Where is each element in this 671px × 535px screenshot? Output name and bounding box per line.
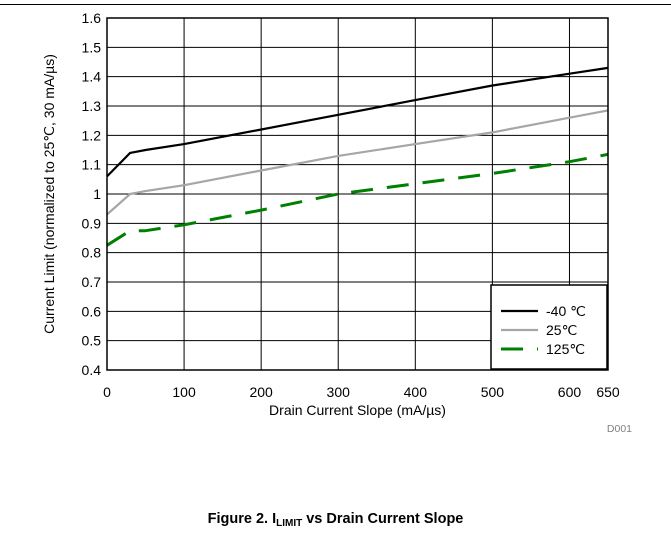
legend-label-1: 25℃ xyxy=(546,322,577,338)
y-tick-label-5: 0.9 xyxy=(82,215,102,231)
y-axis-title: Current Limit (normalized to 25℃, 30 mA/… xyxy=(41,54,57,334)
y-tick-label-3: 0.7 xyxy=(82,274,102,290)
x-tick-label-1: 100 xyxy=(172,384,196,400)
legend: -40 ℃ 25℃ 125℃ xyxy=(490,284,608,370)
y-tick-label-0: 0.4 xyxy=(82,362,102,378)
x-tick-label-6: 600 xyxy=(558,384,582,400)
caption-prefix: Figure 2. I xyxy=(207,511,277,527)
series-line-1 xyxy=(106,109,609,216)
current-limit-chart: 0 100 200 300 400 500 600 650 0.4 0.5 0.6 0.7 0.8 0.9… xyxy=(41,10,632,435)
legend-box xyxy=(490,284,608,370)
x-tick-label-7: 650 xyxy=(596,384,620,400)
x-tick-label-4: 400 xyxy=(404,384,428,400)
y-tick-label-6: 1 xyxy=(93,186,101,202)
figure-caption: Figure 2. ILIMIT vs Drain Current Slope xyxy=(0,511,671,529)
y-tick-label-7: 1.1 xyxy=(82,157,102,173)
series-line-2 xyxy=(106,152,609,247)
x-tick-label-2: 200 xyxy=(249,384,273,400)
caption-subscript: LIMIT xyxy=(276,518,303,529)
y-tick-label-10: 1.4 xyxy=(82,69,102,85)
y-tick-label-2: 0.6 xyxy=(82,303,102,319)
y-tick-label-9: 1.3 xyxy=(82,98,102,114)
y-tick-label-1: 0.5 xyxy=(82,333,102,349)
plot-frame xyxy=(106,17,609,371)
legend-label-0: -40 ℃ xyxy=(546,303,586,319)
figure-code-label: D001 xyxy=(607,423,632,435)
x-axis-title: Drain Current Slope (mA/µs) xyxy=(269,402,446,418)
x-tick-label-0: 0 xyxy=(103,384,111,400)
x-tick-label-3: 300 xyxy=(327,384,351,400)
top-rule xyxy=(0,4,671,5)
legend-label-2: 125℃ xyxy=(546,341,585,357)
caption-suffix: vs Drain Current Slope xyxy=(302,511,464,527)
y-tick-label-8: 1.2 xyxy=(82,127,102,143)
y-tick-label-11: 1.5 xyxy=(82,39,102,55)
x-tick-label-5: 500 xyxy=(481,384,505,400)
y-tick-label-4: 0.8 xyxy=(82,245,102,261)
y-tick-label-12: 1.6 xyxy=(82,10,102,26)
series-line-0 xyxy=(106,66,609,178)
